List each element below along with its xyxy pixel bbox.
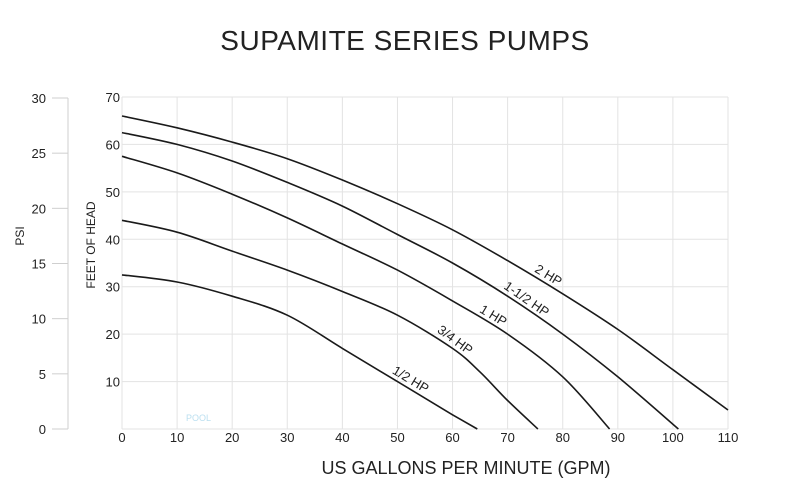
x-tick-label: 0 <box>118 430 125 445</box>
curve-1-hp <box>121 155 611 430</box>
x-tick-label: 20 <box>225 430 239 445</box>
psi-tick-label: 5 <box>39 367 46 382</box>
psi-tick-label: 0 <box>39 422 46 437</box>
y-tick-label: 40 <box>106 232 120 247</box>
y-tick-label: 30 <box>106 280 120 295</box>
curve-2-hp <box>121 115 729 411</box>
x-tick-label: 30 <box>280 430 294 445</box>
y-tick-label: 70 <box>106 90 120 105</box>
x-tick-label: 70 <box>500 430 514 445</box>
curve-1-2-hp <box>121 274 478 430</box>
series-label-1-2-hp: 1/2 HP <box>390 363 432 396</box>
curve-3-4-hp <box>121 219 539 430</box>
x-tick-label: 10 <box>170 430 184 445</box>
pump-curves <box>121 115 729 430</box>
psi-tick-label: 10 <box>32 312 46 327</box>
chart-title: SUPAMITE SERIES PUMPS <box>220 25 589 56</box>
y2-axis-title-psi: PSI <box>13 226 27 245</box>
y-tick-label: 20 <box>106 327 120 342</box>
series-label-1-1-2-hp: 1-1/2 HP <box>501 278 552 319</box>
y-tick-label: 60 <box>106 137 120 152</box>
curve-1-1-2-hp <box>121 131 679 430</box>
psi-tick-label: 25 <box>32 146 46 161</box>
psi-tick-label: 20 <box>32 201 46 216</box>
x-tick-label: 80 <box>555 430 569 445</box>
grid <box>121 96 729 430</box>
x-tick-label: 90 <box>611 430 625 445</box>
psi-tick-label: 15 <box>32 257 46 272</box>
psi-tick-label: 30 <box>32 91 46 106</box>
x-tick-label: 110 <box>718 430 739 445</box>
y-tick-label: 50 <box>106 185 120 200</box>
x-tick-label: 100 <box>662 430 684 445</box>
x-tick-label: 50 <box>390 430 404 445</box>
watermark-logo: POOL <box>186 413 211 423</box>
x-axis-title: US GALLONS PER MINUTE (GPM) <box>321 458 610 478</box>
y-axis-title-feet: FEET OF HEAD <box>84 201 98 288</box>
y-tick-label: 10 <box>106 375 120 390</box>
x-tick-label: 60 <box>445 430 459 445</box>
curve-labels: 1/2 HP3/4 HP1 HP1-1/2 HP2 HP <box>390 261 565 396</box>
axes: 0 10 20 30 40 50 60 70 80 90 100 110 10 20 30 40 50 60 70 0… <box>32 90 739 445</box>
x-tick-label: 40 <box>335 430 349 445</box>
